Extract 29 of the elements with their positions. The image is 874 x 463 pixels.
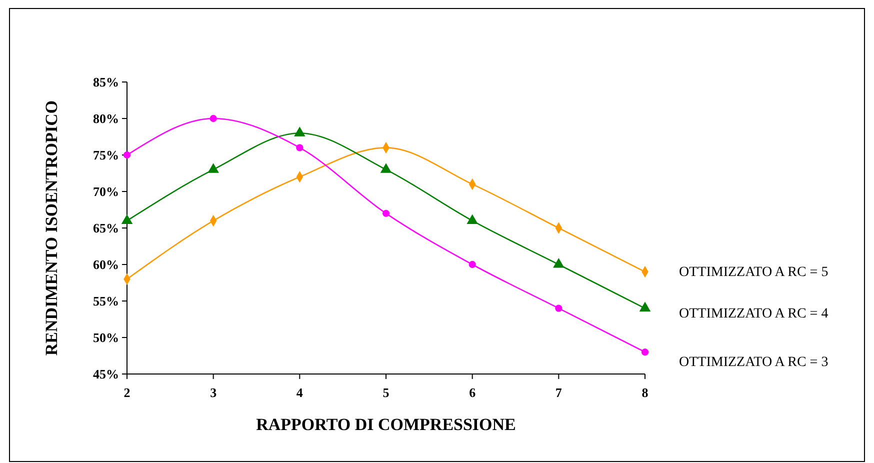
point <box>123 151 131 159</box>
x-tick-label: 4 <box>296 385 304 400</box>
x-tick-label: 7 <box>555 385 562 400</box>
point <box>468 260 476 268</box>
x-axis-title: RAPPORTO DI COMPRESSIONE <box>256 415 516 434</box>
x-tick-label: 6 <box>469 385 476 400</box>
x-tick-label: 3 <box>210 385 218 400</box>
point <box>639 302 651 312</box>
y-tick-label: 50% <box>93 330 119 345</box>
x-tick-label: 2 <box>124 385 130 400</box>
y-tick-label: 60% <box>93 257 119 272</box>
text: OTTIMIZZATO A RC = 5 <box>679 264 828 280</box>
point <box>382 210 390 217</box>
y-tick-label: 55% <box>93 294 119 308</box>
y-tick-label: 75% <box>93 148 119 162</box>
x-tick-label: 8 <box>642 385 649 400</box>
text: OTTIMIZZATO A RC = 4 <box>679 306 828 322</box>
point <box>641 348 649 356</box>
y-tick-label: 70% <box>93 184 119 199</box>
y-tick-label: 65% <box>93 220 119 236</box>
y-axis-title: RENDIMENTO ISOENTROPICO <box>42 100 61 356</box>
y-tick-label: 85% <box>93 74 119 90</box>
y-tick-label: 45% <box>93 366 119 382</box>
x-tick-label: 5 <box>382 385 390 400</box>
point <box>296 144 304 152</box>
y-tick-label: 80% <box>93 111 119 126</box>
point <box>555 304 562 312</box>
point <box>210 114 217 122</box>
text: OTTIMIZZATO A RC = 3 <box>679 355 828 370</box>
